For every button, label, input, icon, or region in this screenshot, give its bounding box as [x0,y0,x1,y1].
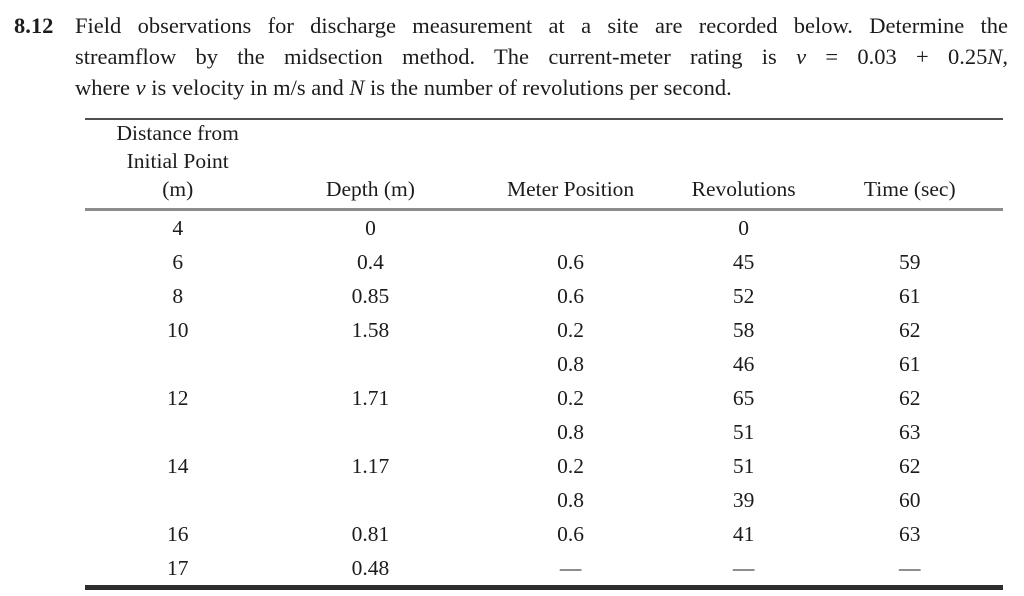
problem-text: Field observations for discharge measure… [75,10,1008,103]
table-row: 6 0.4 0.6 45 59 [85,245,1003,279]
table-cell: 0.4 [357,250,384,274]
column-header-distance-line1: Distance from [116,121,239,145]
problem-line-3-text: where [75,75,136,100]
table-cell: 39 [732,488,755,512]
table-cell: 0.6 [557,522,585,546]
problem-number: 8.12 [14,13,54,38]
column-header-revolutions: Revolutions [691,177,796,201]
table-cell: 51 [732,454,755,478]
var-v: v [796,44,807,69]
table-row: 16 0.81 0.6 41 63 [85,517,1003,551]
equation-text: = 0.03 + 0.25 [806,44,988,69]
table-cell: 41 [732,522,755,546]
table-cell: — [899,556,921,580]
table-header-row: Distance from Initial Point (m) Depth (m… [85,120,1003,208]
table-row: 8 0.85 0.6 52 61 [85,279,1003,313]
table-row: 14 1.17 0.2 51 62 [85,449,1003,483]
problem-line-3-end: is the number of revolutions per second. [364,75,732,100]
table-cell: 8 [172,284,184,308]
table-cell [817,211,1003,245]
table-body: 4 0 0 6 0.4 0.6 45 59 8 0.85 0.6 52 61 10 1.58 0.2 58 62 0… [85,211,1003,585]
table-cell: 52 [732,284,755,308]
problem-line-2-end: , [1002,44,1008,69]
problem-block: 8.12 Field observations for discharge me… [0,10,1024,103]
column-header-time: Time (sec) [863,177,956,201]
table-row: 0.8 46 61 [85,347,1003,381]
table-cell [85,347,270,381]
table-cell: 60 [899,488,921,512]
table-row: 17 0.48 — — — [85,551,1003,585]
column-header-depth: Depth (m) [325,177,415,201]
table-cell: 0.8 [557,352,585,376]
table-cell: 4 [172,216,184,240]
table-cell: 0 [738,216,749,240]
problem-line-1: Field observations for discharge measure… [75,10,1008,41]
table-cell: — [732,556,755,580]
table-cell: 0.2 [557,454,585,478]
table-cell: 0.2 [557,386,585,410]
table-row: 0.8 39 60 [85,483,1003,517]
table-cell [85,415,270,449]
column-header-distance: Distance from Initial Point (m) [85,119,270,203]
table-cell: 62 [899,318,921,342]
column-header-distance-line3: (m) [162,177,194,201]
table-cell: 12 [166,386,189,410]
table-cell: — [559,556,582,580]
table-cell: 51 [732,420,755,444]
table-cell: 0.6 [557,250,585,274]
table-cell: 45 [732,250,755,274]
table-cell: 59 [899,250,921,274]
table-row: 4 0 0 [85,211,1003,245]
table-cell: 62 [899,386,921,410]
table-cell: 17 [166,556,189,580]
var-N: N [987,44,1003,69]
table-cell: 0.8 [557,488,585,512]
table-cell: 0 [365,216,376,240]
table-cell [85,483,270,517]
table-cell: 0.6 [557,284,585,308]
table-row: 0.8 51 63 [85,415,1003,449]
problem-line-3: where v is velocity in m/s and N is the … [75,72,1008,103]
table-cell: 1.17 [351,454,390,478]
table-cell [471,211,671,245]
table-cell: 1.58 [351,318,390,342]
table-cell: 6 [172,250,184,274]
column-header-meter-position: Meter Position [506,177,635,201]
table-header-rule [85,208,1003,211]
table-bottom-rule [85,585,1003,590]
table-cell: 0.8 [557,420,585,444]
data-table: Distance from Initial Point (m) Depth (m… [85,118,1003,590]
table-cell: 61 [899,284,921,308]
table-cell: 62 [899,454,921,478]
table-cell: 0.48 [351,556,390,580]
table-cell: 61 [899,352,921,376]
table-cell [270,483,470,517]
problem-line-1-text: Field observations for discharge measure… [75,13,1008,38]
table-cell: 10 [166,318,189,342]
table-cell: 58 [732,318,755,342]
var-v-2: v [135,75,146,100]
table-cell: 0.85 [351,284,390,308]
table-cell: 0.81 [351,522,390,546]
table-top-rule [85,118,1003,120]
table-cell: 63 [899,420,921,444]
table-row: 12 1.71 0.2 65 62 [85,381,1003,415]
problem-line-2-text: streamflow by the midsection method. The… [75,44,797,69]
table-cell: 14 [166,454,189,478]
problem-line-3-mid: is velocity in m/s and [145,75,350,100]
table-cell: 16 [166,522,189,546]
table-row: 10 1.58 0.2 58 62 [85,313,1003,347]
problem-line-2: streamflow by the midsection method. The… [75,41,1008,72]
table-cell: 1.71 [351,386,390,410]
table-cell [270,347,470,381]
column-header-distance-line2: Initial Point [126,149,229,173]
table-cell: 46 [732,352,755,376]
table-cell: 63 [899,522,921,546]
table-cell: 65 [732,386,755,410]
var-N-2: N [349,75,365,100]
table-cell [270,415,470,449]
table-cell: 0.2 [557,318,585,342]
